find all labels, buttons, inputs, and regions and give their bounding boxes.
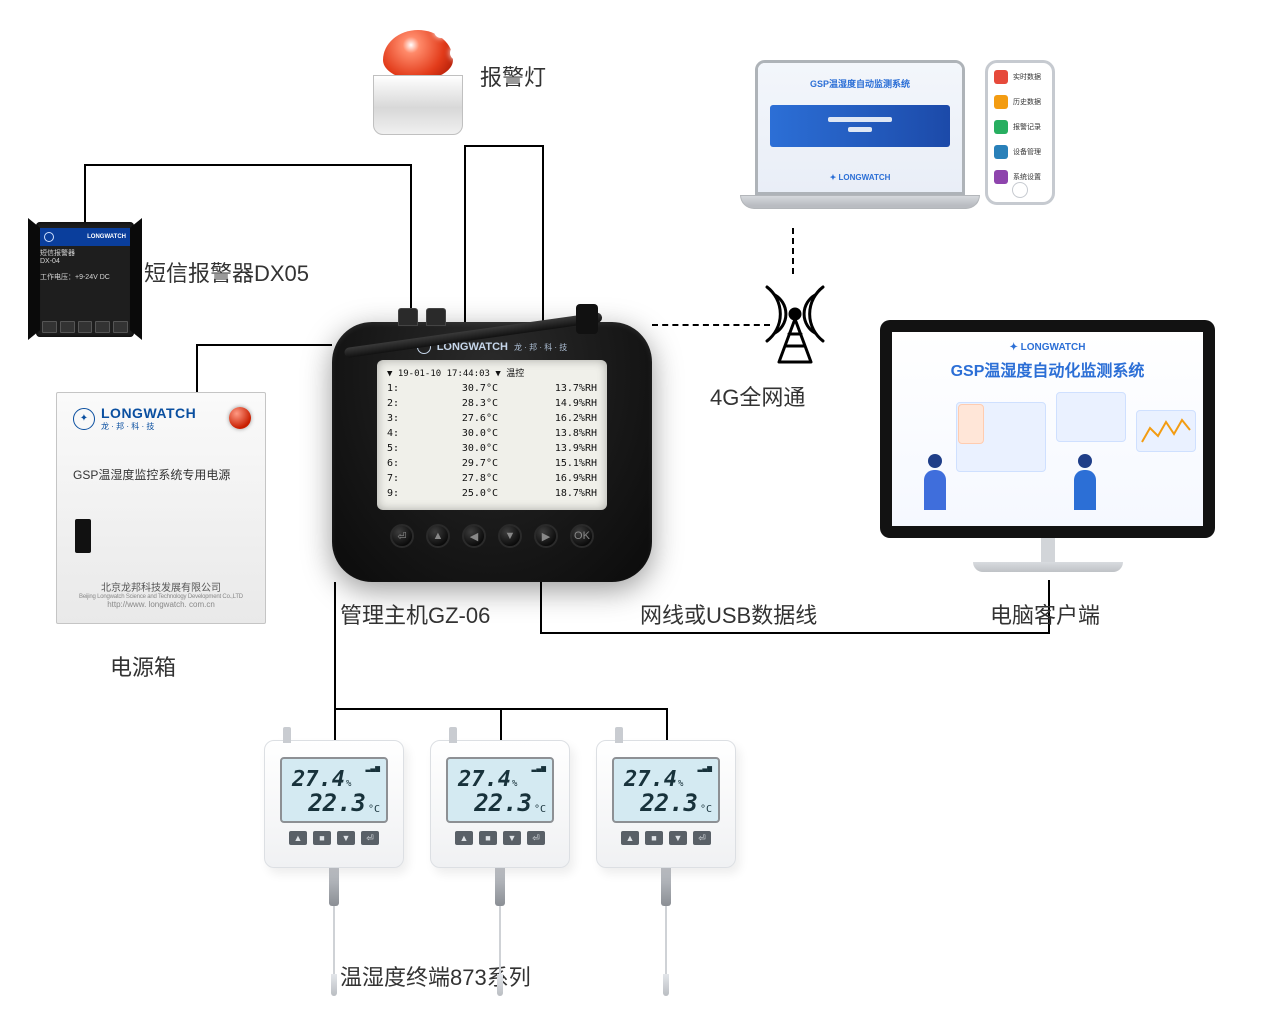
conn-sensor-drop3 [666, 708, 668, 744]
sensor-button[interactable]: ▲ [621, 831, 639, 845]
label-4g: 4G全网通 [710, 380, 805, 412]
host-nav-button[interactable]: ▶ [534, 524, 558, 548]
sensor-button[interactable]: ▲ [455, 831, 473, 845]
alarm-lamp [370, 30, 465, 145]
monitor-brand: LONGWATCH [1021, 342, 1086, 353]
conn-lan-up-host [540, 582, 542, 632]
laptop-app-title: GSP温湿度自动监测系统 [758, 77, 962, 90]
host-reading-row: 3:27.6°C16.2%RH [387, 411, 597, 426]
brand-cn: 龙 · 邦 · 科 · 技 [101, 421, 196, 432]
host-button-row: ⏎ ▲ ◀ ▼ ▶ OK [332, 524, 652, 548]
sensor-button[interactable]: ⏎ [361, 831, 379, 845]
host-reading-row: 2:28.3°C14.9%RH [387, 396, 597, 411]
sms-brand: LONGWATCH [87, 234, 126, 240]
host-nav-button[interactable]: ▼ [498, 524, 522, 548]
host-reading-row: 1:30.7°C13.7%RH [387, 381, 597, 396]
label-desktop-client: 电脑客户端 [990, 598, 1100, 630]
sms-brand-icon [44, 232, 54, 242]
desktop-monitor: ✦ LONGWATCH GSP温湿度自动化监测系统 [880, 320, 1215, 580]
conn-4g-up [792, 228, 794, 274]
host-brand-cn: 龙 · 邦 · 科 · 技 [514, 342, 567, 353]
conn-sensor-drop1 [334, 708, 336, 744]
host-reading-row: 4:30.0°C13.8%RH [387, 426, 597, 441]
host-nav-button[interactable]: ◀ [462, 524, 486, 548]
sensor-button[interactable]: ▼ [503, 831, 521, 845]
sensor-antenna-icon [615, 727, 623, 743]
sensor-button[interactable]: ■ [645, 831, 663, 845]
sensor-terminal: ▂▃▅ 27.4% 22.3°C ▲ ■ ▼ ⏎ [264, 740, 404, 930]
power-desc: GSP温湿度监控系统专用电源 [73, 466, 249, 483]
power-company: 北京龙邦科技发展有限公司 [57, 579, 265, 594]
sensor-lcd: ▂▃▅ 27.4% 22.3°C [280, 757, 388, 823]
conn-power-v [196, 344, 198, 392]
phone: 实时数据历史数据报警记录设备管理系统设置 [985, 60, 1055, 205]
sensor-terminal: ▂▃▅ 27.4% 22.3°C ▲ ■ ▼ ⏎ [430, 740, 570, 930]
brand-en: LONGWATCH [101, 405, 196, 421]
host-nav-button[interactable]: OK [570, 524, 594, 548]
monitor-title: GSP温湿度自动化监测系统 [892, 357, 1203, 381]
sensor-button[interactable]: ■ [313, 831, 331, 845]
sensor-button[interactable]: ⏎ [527, 831, 545, 845]
host-screen-header: ▼ 19-01-10 17:44:03 ▼ 温控 [387, 366, 524, 379]
sensor-button[interactable]: ■ [479, 831, 497, 845]
sensor-lcd: ▂▃▅ 27.4% 22.3°C [446, 757, 554, 823]
host-nav-button[interactable]: ⏎ [390, 524, 414, 548]
label-lan-usb: 网线或USB数据线 [640, 598, 817, 630]
conn-sensor-trunk [334, 582, 336, 708]
conn-lamp-h [464, 145, 542, 147]
brand-logo-icon: ✦ [73, 408, 95, 430]
sms-model-label: 短信报警器 [40, 250, 75, 257]
phone-menu-item[interactable]: 历史数据 [994, 91, 1046, 113]
sensor-antenna-icon [449, 727, 457, 743]
conn-sms-h [84, 164, 410, 166]
wireless-tower-icon [755, 270, 835, 365]
power-usb-icon [75, 519, 91, 553]
phone-menu-item[interactable]: 设备管理 [994, 141, 1046, 163]
phone-menu-item[interactable]: 实时数据 [994, 66, 1046, 88]
conn-sms-up [84, 164, 86, 222]
conn-lan [540, 632, 1050, 634]
conn-sensor-drop2 [500, 708, 502, 744]
sensor-antenna-icon [283, 727, 291, 743]
power-box: ✦ LONGWATCH 龙 · 邦 · 科 · 技 GSP温湿度监控系统专用电源… [56, 392, 266, 624]
sms-alarm-box: LONGWATCH 短信报警器 DX-04 工作电压：+9-24V DC [36, 222, 134, 337]
antenna-icon [312, 262, 612, 322]
label-alarm-lamp: 报警灯 [480, 60, 546, 92]
sensor-terminal: ▂▃▅ 27.4% 22.3°C ▲ ■ ▼ ⏎ [596, 740, 736, 930]
sensor-button[interactable]: ▲ [289, 831, 307, 845]
laptop-brand: LONGWATCH [839, 173, 891, 182]
host-reading-row: 6:29.7°C15.1%RH [387, 456, 597, 471]
sensor-button[interactable]: ▼ [669, 831, 687, 845]
host-reading-row: 5:30.0°C13.9%RH [387, 441, 597, 456]
host-gz06: LONGWATCH 龙 · 邦 · 科 · 技 ▼ 19-01-10 17:44… [332, 322, 652, 582]
sensor-lcd: ▂▃▅ 27.4% 22.3°C [612, 757, 720, 823]
host-reading-row: 9:25.0°C18.7%RH [387, 486, 597, 501]
sensor-probe-icon [661, 866, 671, 906]
label-sms-alarm: 短信报警器DX05 [144, 256, 309, 288]
conn-power-h [196, 344, 332, 346]
sensor-button[interactable]: ▼ [337, 831, 355, 845]
label-power-box: 电源箱 [110, 650, 176, 682]
sms-model-code: DX-04 [40, 258, 60, 265]
sms-voltage: 工作电压：+9-24V DC [40, 274, 110, 281]
phone-home-icon [1012, 182, 1028, 198]
host-connector-icon [426, 308, 446, 326]
sensor-button[interactable]: ⏎ [693, 831, 711, 845]
conn-4g [652, 324, 770, 326]
laptop: GSP温湿度自动监测系统 ✦ LONGWATCH [740, 60, 980, 230]
host-connector-icon [398, 308, 418, 326]
sensor-probe-icon [329, 866, 339, 906]
label-host: 管理主机GZ-06 [340, 598, 490, 630]
sensor-probe-icon [495, 866, 505, 906]
power-url: http://www. longwatch. com.cn [57, 600, 265, 609]
power-indicator-icon [229, 407, 251, 429]
host-reading-row: 7:27.8°C16.9%RH [387, 471, 597, 486]
host-screen: ▼ 19-01-10 17:44:03 ▼ 温控 1:30.7°C13.7%RH… [377, 360, 607, 510]
phone-menu-item[interactable]: 报警记录 [994, 116, 1046, 138]
host-nav-button[interactable]: ▲ [426, 524, 450, 548]
